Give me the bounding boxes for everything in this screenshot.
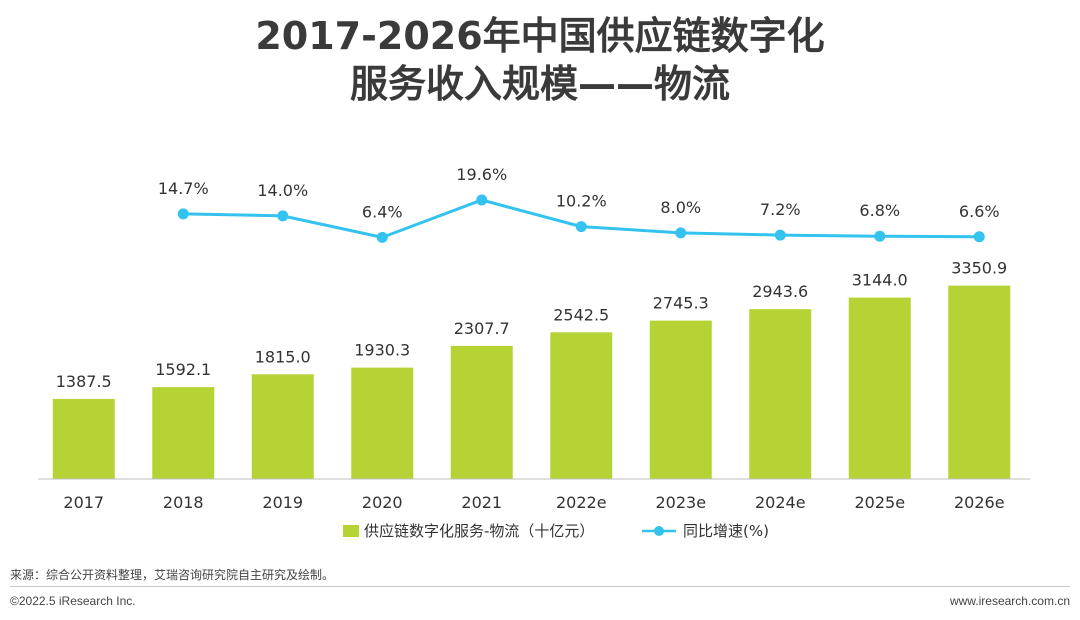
bar-2025e bbox=[848, 297, 911, 479]
bar-2021 bbox=[450, 345, 513, 479]
legend-line-dot bbox=[654, 526, 664, 536]
chart-canvas: 1387.5 1592.1 1815.0 1930.3 2307.7 2542.5 2745… bbox=[38, 165, 1030, 540]
growth-label-2021: 19.6% bbox=[456, 165, 507, 184]
source-note: 来源：综合公开资料整理，艾瑞咨询研究院自主研究及绘制。 bbox=[10, 568, 335, 582]
legend-bar-swatch bbox=[343, 525, 359, 537]
bar-label-2017: 1387.5 bbox=[56, 372, 112, 391]
x-axis-tick-labels: 2017 2018 2019 2020 2021 2022e 2023e 2024e 2025e… bbox=[63, 493, 1004, 512]
growth-label-2024e: 7.2% bbox=[760, 200, 801, 219]
growth-label-2025e: 6.8% bbox=[859, 201, 900, 220]
bar-value-labels: 1387.5 1592.1 1815.0 1930.3 2307.7 2542.5 2745… bbox=[56, 259, 1007, 391]
x-tick-2026e: 2026e bbox=[954, 493, 1005, 512]
bar-label-2020: 1930.3 bbox=[354, 341, 410, 360]
bar-2019 bbox=[251, 374, 314, 479]
growth-point-2020 bbox=[376, 231, 388, 243]
bar-2017 bbox=[52, 398, 115, 479]
bar-2023e bbox=[649, 320, 712, 479]
growth-label-2019: 14.0% bbox=[257, 181, 308, 200]
growth-point-2023e bbox=[675, 227, 687, 239]
growth-point-2018 bbox=[177, 208, 189, 220]
bar-2026e bbox=[948, 285, 1011, 479]
bar-label-2024e: 2943.6 bbox=[752, 282, 808, 301]
growth-labels: 14.7% 14.0% 6.4% 19.6% 10.2% 8.0% 7.2% 6.8% 6.6% bbox=[158, 165, 1000, 221]
bar-2022e bbox=[550, 332, 613, 479]
growth-point-2022e bbox=[575, 221, 587, 233]
growth-label-2023e: 8.0% bbox=[660, 198, 701, 217]
bar-2020 bbox=[351, 367, 414, 479]
bar-2024e bbox=[749, 309, 812, 479]
website-link[interactable]: www.iresearch.com.cn bbox=[949, 594, 1070, 608]
bar-label-2022e: 2542.5 bbox=[553, 305, 609, 324]
growth-point-2019 bbox=[277, 210, 289, 222]
legend-bar-label: 供应链数字化服务-物流（十亿元） bbox=[364, 522, 594, 540]
growth-point-2025e bbox=[874, 230, 886, 242]
footer-divider bbox=[10, 586, 1070, 587]
x-tick-2025e: 2025e bbox=[854, 493, 905, 512]
growth-point-2021 bbox=[476, 194, 488, 206]
copyright: ©2022.5 iResearch Inc. bbox=[10, 594, 136, 608]
growth-label-2018: 14.7% bbox=[158, 179, 209, 198]
growth-label-2026e: 6.6% bbox=[959, 202, 1000, 221]
bar-label-2026e: 3350.9 bbox=[951, 259, 1007, 278]
chart-title: 2017-2026年中国供应链数字化 服务收入规模——物流 bbox=[0, 12, 1080, 108]
x-tick-2021: 2021 bbox=[461, 493, 502, 512]
growth-points bbox=[177, 194, 985, 243]
x-tick-2024e: 2024e bbox=[755, 493, 806, 512]
bar-label-2021: 2307.7 bbox=[454, 319, 510, 338]
growth-point-2026e bbox=[973, 231, 985, 243]
legend-line-label: 同比增速(%) bbox=[683, 522, 769, 540]
x-tick-2022e: 2022e bbox=[556, 493, 607, 512]
x-tick-2017: 2017 bbox=[63, 493, 104, 512]
bar-2018 bbox=[152, 387, 215, 479]
legend: 供应链数字化服务-物流（十亿元） 同比增速(%) bbox=[343, 522, 769, 540]
growth-label-2020: 6.4% bbox=[362, 202, 403, 221]
x-tick-2018: 2018 bbox=[163, 493, 204, 512]
chart-title-line-1: 2017-2026年中国供应链数字化 bbox=[255, 14, 825, 58]
bar-label-2018: 1592.1 bbox=[155, 360, 211, 379]
growth-label-2022e: 10.2% bbox=[556, 192, 607, 211]
bar-label-2025e: 3144.0 bbox=[852, 271, 908, 290]
bar-label-2019: 1815.0 bbox=[255, 347, 311, 366]
x-tick-2019: 2019 bbox=[262, 493, 303, 512]
chart-title-line-2: 服务收入规模——物流 bbox=[349, 62, 730, 106]
bar-label-2023e: 2745.3 bbox=[653, 294, 709, 313]
growth-point-2024e bbox=[774, 229, 786, 241]
bar-series bbox=[52, 285, 1011, 479]
x-tick-2023e: 2023e bbox=[655, 493, 706, 512]
x-tick-2020: 2020 bbox=[362, 493, 403, 512]
